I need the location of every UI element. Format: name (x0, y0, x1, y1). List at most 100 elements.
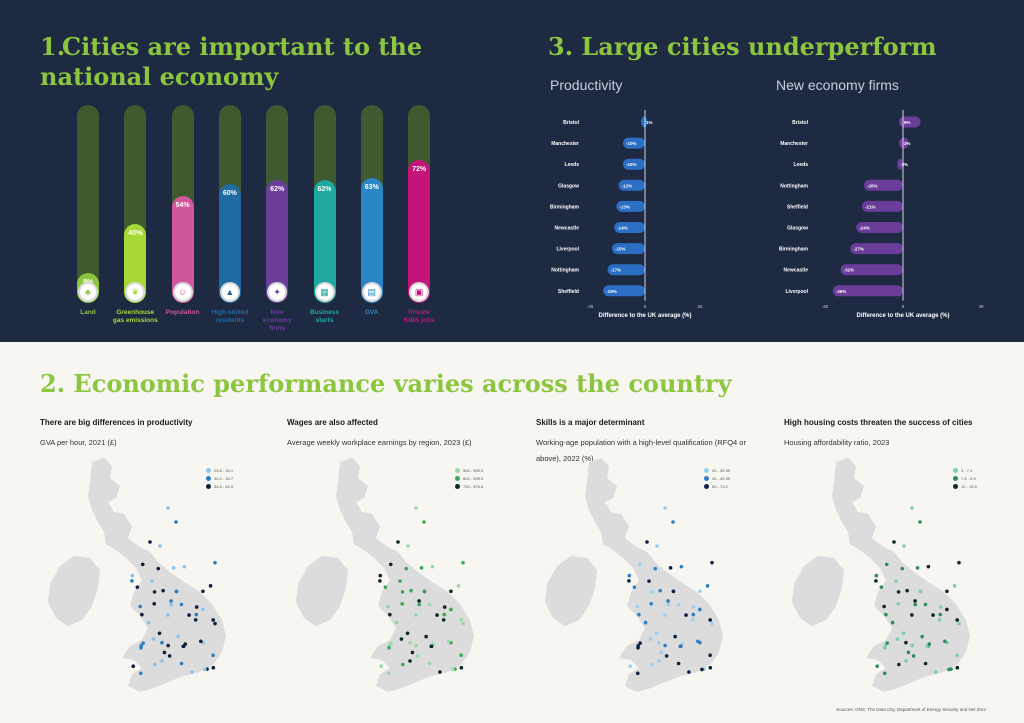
hbar-value-label: -14% (617, 226, 628, 231)
city-dot (459, 653, 463, 658)
city-dot (451, 667, 455, 672)
city-dot (406, 544, 410, 548)
city-dot (684, 613, 688, 617)
hbar (864, 179, 903, 191)
pill-bar (171, 196, 194, 303)
hbar-category-label: Sheffield (787, 204, 808, 210)
city-dot (679, 564, 684, 569)
city-dot (201, 607, 205, 612)
hbar-axis-label: Difference to the UK average (%) (598, 313, 691, 319)
city-dot (882, 604, 886, 609)
city-dot (213, 560, 217, 565)
city-dot (174, 520, 178, 524)
map-panel-wages: Wages are also affected Average weekly w… (287, 418, 527, 708)
map-legend: 500 - 599.9 600 - 699.9 700 - 876.8 (455, 466, 483, 490)
legend-swatch (704, 475, 709, 481)
city-dot (666, 599, 670, 603)
city-dot (920, 634, 924, 639)
hbar-axis-label: Difference to the UK average (%) (856, 313, 949, 319)
uk-map (48, 458, 226, 692)
city-dot (637, 612, 641, 617)
hbar-category-label: Birmingham (779, 247, 809, 253)
city-dot (201, 589, 205, 594)
hbar-value-label: 3% (904, 141, 911, 146)
city-dot (923, 661, 928, 666)
map-subtitle: Average weekly workplace earnings by reg… (287, 438, 472, 447)
city-dot (705, 584, 710, 588)
city-dot (913, 599, 917, 603)
city-dot (422, 589, 427, 594)
city-dot (945, 607, 949, 612)
pill-value-label: 40% (128, 229, 143, 237)
city-dot (650, 662, 654, 667)
city-dot (386, 671, 391, 676)
city-dot (138, 604, 142, 609)
city-dot (389, 641, 393, 645)
uk-map (296, 458, 474, 692)
city-dot (884, 612, 888, 617)
legend-label: 700 - 876.8 (463, 483, 484, 489)
hbar-tick-label: 25 (697, 304, 703, 309)
map-subtitle: Working-age population with a high-level… (536, 438, 746, 463)
city-dot (187, 613, 191, 617)
city-dot (166, 506, 170, 510)
city-dot (910, 643, 914, 648)
legend-label: 7.5 - 9.9 (961, 475, 976, 481)
pill-track: 72% ▣ (408, 105, 431, 303)
city-dot (166, 643, 170, 648)
city-dot (211, 618, 215, 622)
city-dot (414, 613, 418, 617)
city-dot (203, 667, 207, 672)
legend-label: 25.8 - 30.1 (214, 467, 234, 473)
city-dot (388, 612, 392, 617)
city-dot (906, 650, 911, 655)
legend-swatch (704, 467, 709, 473)
hbar-value-label: -13% (619, 204, 630, 209)
pill-value-label: 54% (175, 202, 190, 210)
hbar-category-label: Glasgow (787, 226, 808, 232)
city-dot (875, 664, 880, 669)
city-dot (400, 602, 405, 606)
city-dot (190, 670, 194, 674)
hbar-category-label: Bristol (792, 120, 808, 126)
city-dot (438, 670, 442, 674)
city-dot (404, 566, 409, 571)
hbar (603, 285, 645, 297)
hbar-category-label: Leeds (565, 162, 580, 168)
hbar (899, 137, 909, 149)
hbar-value-label: -10% (626, 141, 637, 146)
city-dot (904, 659, 908, 663)
people-icon: ☺ (172, 282, 193, 302)
pill-value-label: 60% (222, 190, 237, 198)
city-dot (690, 618, 695, 622)
pill-category-label: Land (80, 309, 96, 316)
productivity-subtitle: Productivity (550, 77, 623, 93)
city-dot (655, 544, 659, 548)
hbar-tick-label: 0 (902, 304, 905, 309)
sources-note: Sources: ONS, The Data City, Department … (836, 707, 986, 712)
city-dot (179, 602, 184, 607)
city-dot (663, 506, 667, 510)
hbar-tick-label: -40 (822, 304, 829, 309)
hbar-value-label: -27% (853, 247, 864, 252)
city-dot (162, 650, 167, 655)
city-dot (181, 644, 186, 649)
city-dot (140, 612, 144, 617)
city-dot (449, 589, 453, 594)
city-dot (884, 562, 889, 567)
city-dot (148, 540, 152, 544)
city-dot (945, 589, 949, 594)
city-dot (383, 585, 388, 589)
city-dot (671, 589, 676, 594)
hbar (618, 179, 645, 191)
city-dot (378, 573, 383, 578)
city-dot (169, 602, 174, 607)
hbar (616, 200, 645, 212)
hbar-value-label: -20% (867, 183, 878, 188)
city-dot (410, 650, 415, 655)
city-dot (658, 588, 662, 593)
leaf-icon: ❦ (125, 282, 146, 302)
city-dot (691, 605, 696, 609)
city-dot (141, 641, 145, 645)
